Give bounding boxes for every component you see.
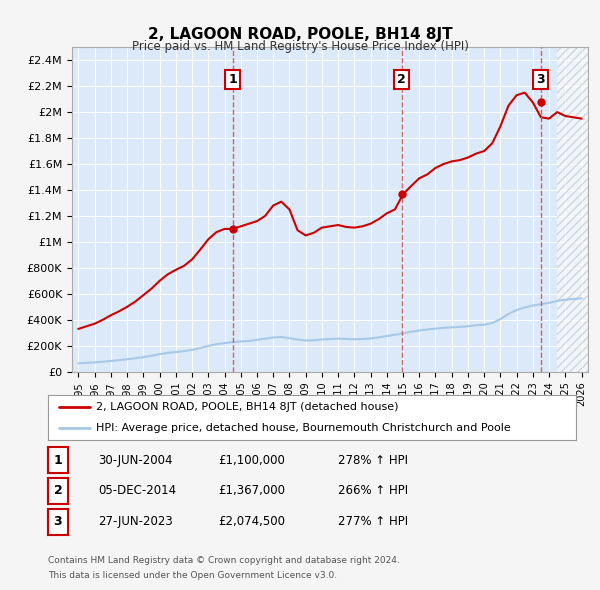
Text: 3: 3 xyxy=(53,515,62,528)
Text: Price paid vs. HM Land Registry's House Price Index (HPI): Price paid vs. HM Land Registry's House … xyxy=(131,40,469,53)
Bar xyxy=(557,47,588,372)
Text: 1: 1 xyxy=(53,454,62,467)
Text: 2: 2 xyxy=(53,484,62,497)
Text: 1: 1 xyxy=(228,73,237,86)
Text: 278% ↑ HPI: 278% ↑ HPI xyxy=(338,454,408,467)
Text: HPI: Average price, detached house, Bournemouth Christchurch and Poole: HPI: Average price, detached house, Bour… xyxy=(95,422,510,432)
Text: 277% ↑ HPI: 277% ↑ HPI xyxy=(338,515,408,528)
Text: £2,074,500: £2,074,500 xyxy=(218,515,285,528)
Text: £1,100,000: £1,100,000 xyxy=(218,454,284,467)
Text: £1,367,000: £1,367,000 xyxy=(218,484,285,497)
Text: 2: 2 xyxy=(397,73,406,86)
Text: 2, LAGOON ROAD, POOLE, BH14 8JT: 2, LAGOON ROAD, POOLE, BH14 8JT xyxy=(148,27,452,41)
Text: 266% ↑ HPI: 266% ↑ HPI xyxy=(338,484,408,497)
Text: 30-JUN-2004: 30-JUN-2004 xyxy=(98,454,172,467)
Text: 2, LAGOON ROAD, POOLE, BH14 8JT (detached house): 2, LAGOON ROAD, POOLE, BH14 8JT (detache… xyxy=(95,402,398,412)
Text: This data is licensed under the Open Government Licence v3.0.: This data is licensed under the Open Gov… xyxy=(48,571,337,580)
Text: 3: 3 xyxy=(536,73,545,86)
Text: 27-JUN-2023: 27-JUN-2023 xyxy=(98,515,173,528)
Text: Contains HM Land Registry data © Crown copyright and database right 2024.: Contains HM Land Registry data © Crown c… xyxy=(48,556,400,565)
Text: 05-DEC-2014: 05-DEC-2014 xyxy=(98,484,176,497)
